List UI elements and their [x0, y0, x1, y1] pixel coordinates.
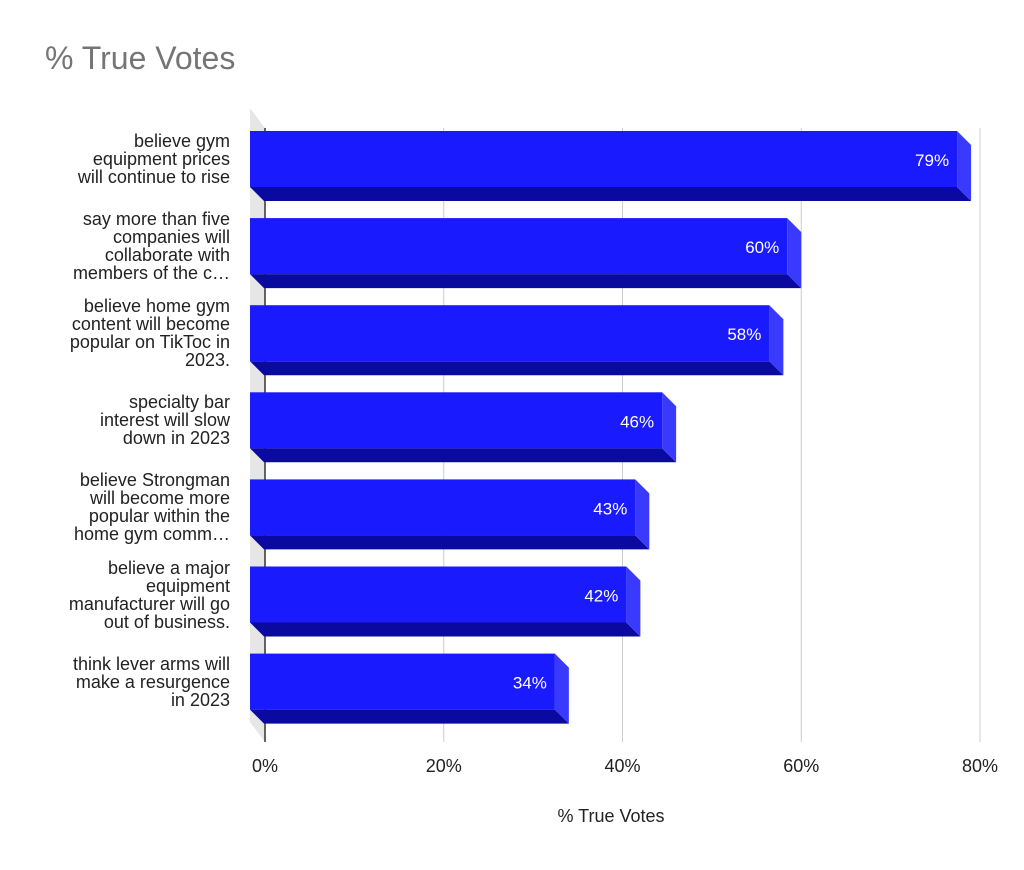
- category-label-line: in 2023: [170, 689, 230, 710]
- data-label: 46%: [620, 412, 654, 431]
- category-label: believe a major equipment manufacturer wil…: [0, 559, 230, 631]
- category-label-line: popular on TikToc in: [69, 332, 230, 353]
- bar-side-face: [787, 218, 802, 289]
- bar: [250, 392, 663, 449]
- category-label-line: content will become: [71, 314, 230, 335]
- x-tick-label: 60%: [783, 756, 819, 776]
- x-tick-label: 0%: [252, 756, 278, 776]
- category-label-line: down in 2023: [122, 428, 230, 449]
- data-label: 34%: [513, 674, 547, 693]
- x-tick-label: 40%: [604, 756, 640, 776]
- bar-side-face: [957, 131, 972, 201]
- data-label: 42%: [584, 587, 618, 606]
- category-label-line: will become more: [89, 488, 230, 509]
- chart-title: % True Votes: [45, 40, 236, 76]
- data-label: 60%: [745, 238, 779, 257]
- bar-bottom-face: [250, 709, 569, 724]
- category-label-line: believe home gym: [83, 296, 230, 317]
- category-label-line: home gym comm…: [73, 524, 230, 545]
- bar: [250, 566, 627, 623]
- category-label-line: out of business.: [103, 611, 230, 632]
- category-label-line: believe a major: [107, 557, 230, 578]
- category-label-line: specialty bar: [128, 392, 230, 413]
- x-axis-title: % True Votes: [557, 806, 664, 826]
- category-label-line: collaborate with: [104, 245, 230, 266]
- category-label-line: make a resurgence: [75, 671, 230, 692]
- bar-side-face: [662, 392, 677, 463]
- bar: [250, 218, 788, 275]
- category-label-line: manufacturer will go: [68, 593, 230, 614]
- bar: [250, 479, 636, 536]
- category-label-line: equipment prices: [92, 149, 230, 169]
- category-label: think lever arms will make a resurgence in…: [0, 655, 230, 709]
- bar-bottom-face: [250, 622, 641, 637]
- category-label: specialty bar interest will slow down in 2…: [0, 393, 230, 447]
- category-label-line: equipment: [145, 575, 230, 596]
- bar-bottom-face: [250, 535, 650, 550]
- bar-side-face: [635, 479, 650, 550]
- category-label: believe gym equipment prices will continue…: [0, 132, 230, 186]
- x-tick-label: 20%: [426, 756, 462, 776]
- bar-side-face: [626, 566, 641, 637]
- category-label-line: companies will: [112, 227, 230, 248]
- bar-side-face: [554, 653, 569, 724]
- bar: [250, 131, 958, 187]
- category-label-line: members of the c…: [72, 263, 230, 284]
- category-label-line: popular within the: [88, 506, 230, 527]
- bar-bottom-face: [250, 274, 802, 289]
- category-label-line: think lever arms will: [72, 653, 230, 674]
- category-label: believe Strongman will become more popular…: [0, 471, 230, 543]
- bar: [250, 653, 555, 710]
- data-label: 43%: [593, 499, 627, 518]
- category-label: believe home gym content will become popul…: [0, 297, 230, 369]
- category-label-line: 2023.: [184, 350, 230, 371]
- bar-bottom-face: [250, 187, 972, 201]
- category-label-line: say more than five: [82, 209, 230, 230]
- bar-bottom-face: [250, 448, 677, 463]
- x-tick-label: 80%: [962, 756, 998, 776]
- category-label-line: believe Strongman: [79, 470, 230, 491]
- category-label-line: believe gym: [133, 131, 230, 151]
- category-label: say more than five companies will collabor…: [0, 210, 230, 282]
- category-label-line: interest will slow: [99, 410, 230, 431]
- bar-side-face: [769, 305, 784, 376]
- bar-bottom-face: [250, 361, 784, 376]
- data-label: 58%: [727, 325, 761, 344]
- category-label-line: will continue to rise: [77, 167, 230, 187]
- bar: [250, 305, 770, 362]
- data-label: 79%: [915, 151, 949, 170]
